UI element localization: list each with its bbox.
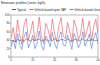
y-tick — [10, 23, 11, 24]
plot-frame — [11, 15, 98, 57]
y-tick-label: 20 — [6, 47, 10, 51]
series-line — [11, 39, 98, 42]
chart: Emission profiles (units: kg/h) Typical Ve… — [0, 0, 100, 65]
legend-label: Vehicle-based closed TAP — [75, 8, 100, 12]
x-tick-label: 10 — [31, 58, 35, 62]
legend-label: Typical — [17, 8, 26, 12]
legend-swatch — [30, 9, 34, 10]
x-tick-label: 0 — [10, 58, 12, 62]
legend-swatch — [70, 9, 74, 10]
title: Emission profiles (units: kg/h) — [1, 1, 45, 5]
y-tick — [10, 31, 11, 32]
x-tick-label: 30 — [75, 58, 79, 62]
legend-label: Vehicle-based open TAP — [35, 8, 67, 12]
y-tick-label: 40 — [6, 38, 10, 42]
y-tick-label: 60 — [6, 30, 10, 34]
y-tick — [10, 40, 11, 41]
series-line — [11, 31, 98, 50]
legend-swatch — [12, 9, 16, 10]
y-tick — [10, 15, 11, 16]
series-line — [11, 17, 98, 44]
x-tick-label: 40 — [96, 58, 100, 62]
x-tick-label: 20 — [53, 58, 57, 62]
y-tick — [10, 48, 11, 49]
y-tick-label: 80 — [6, 21, 10, 25]
y-tick-label: 100 — [5, 13, 10, 17]
plot-area — [11, 17, 98, 50]
